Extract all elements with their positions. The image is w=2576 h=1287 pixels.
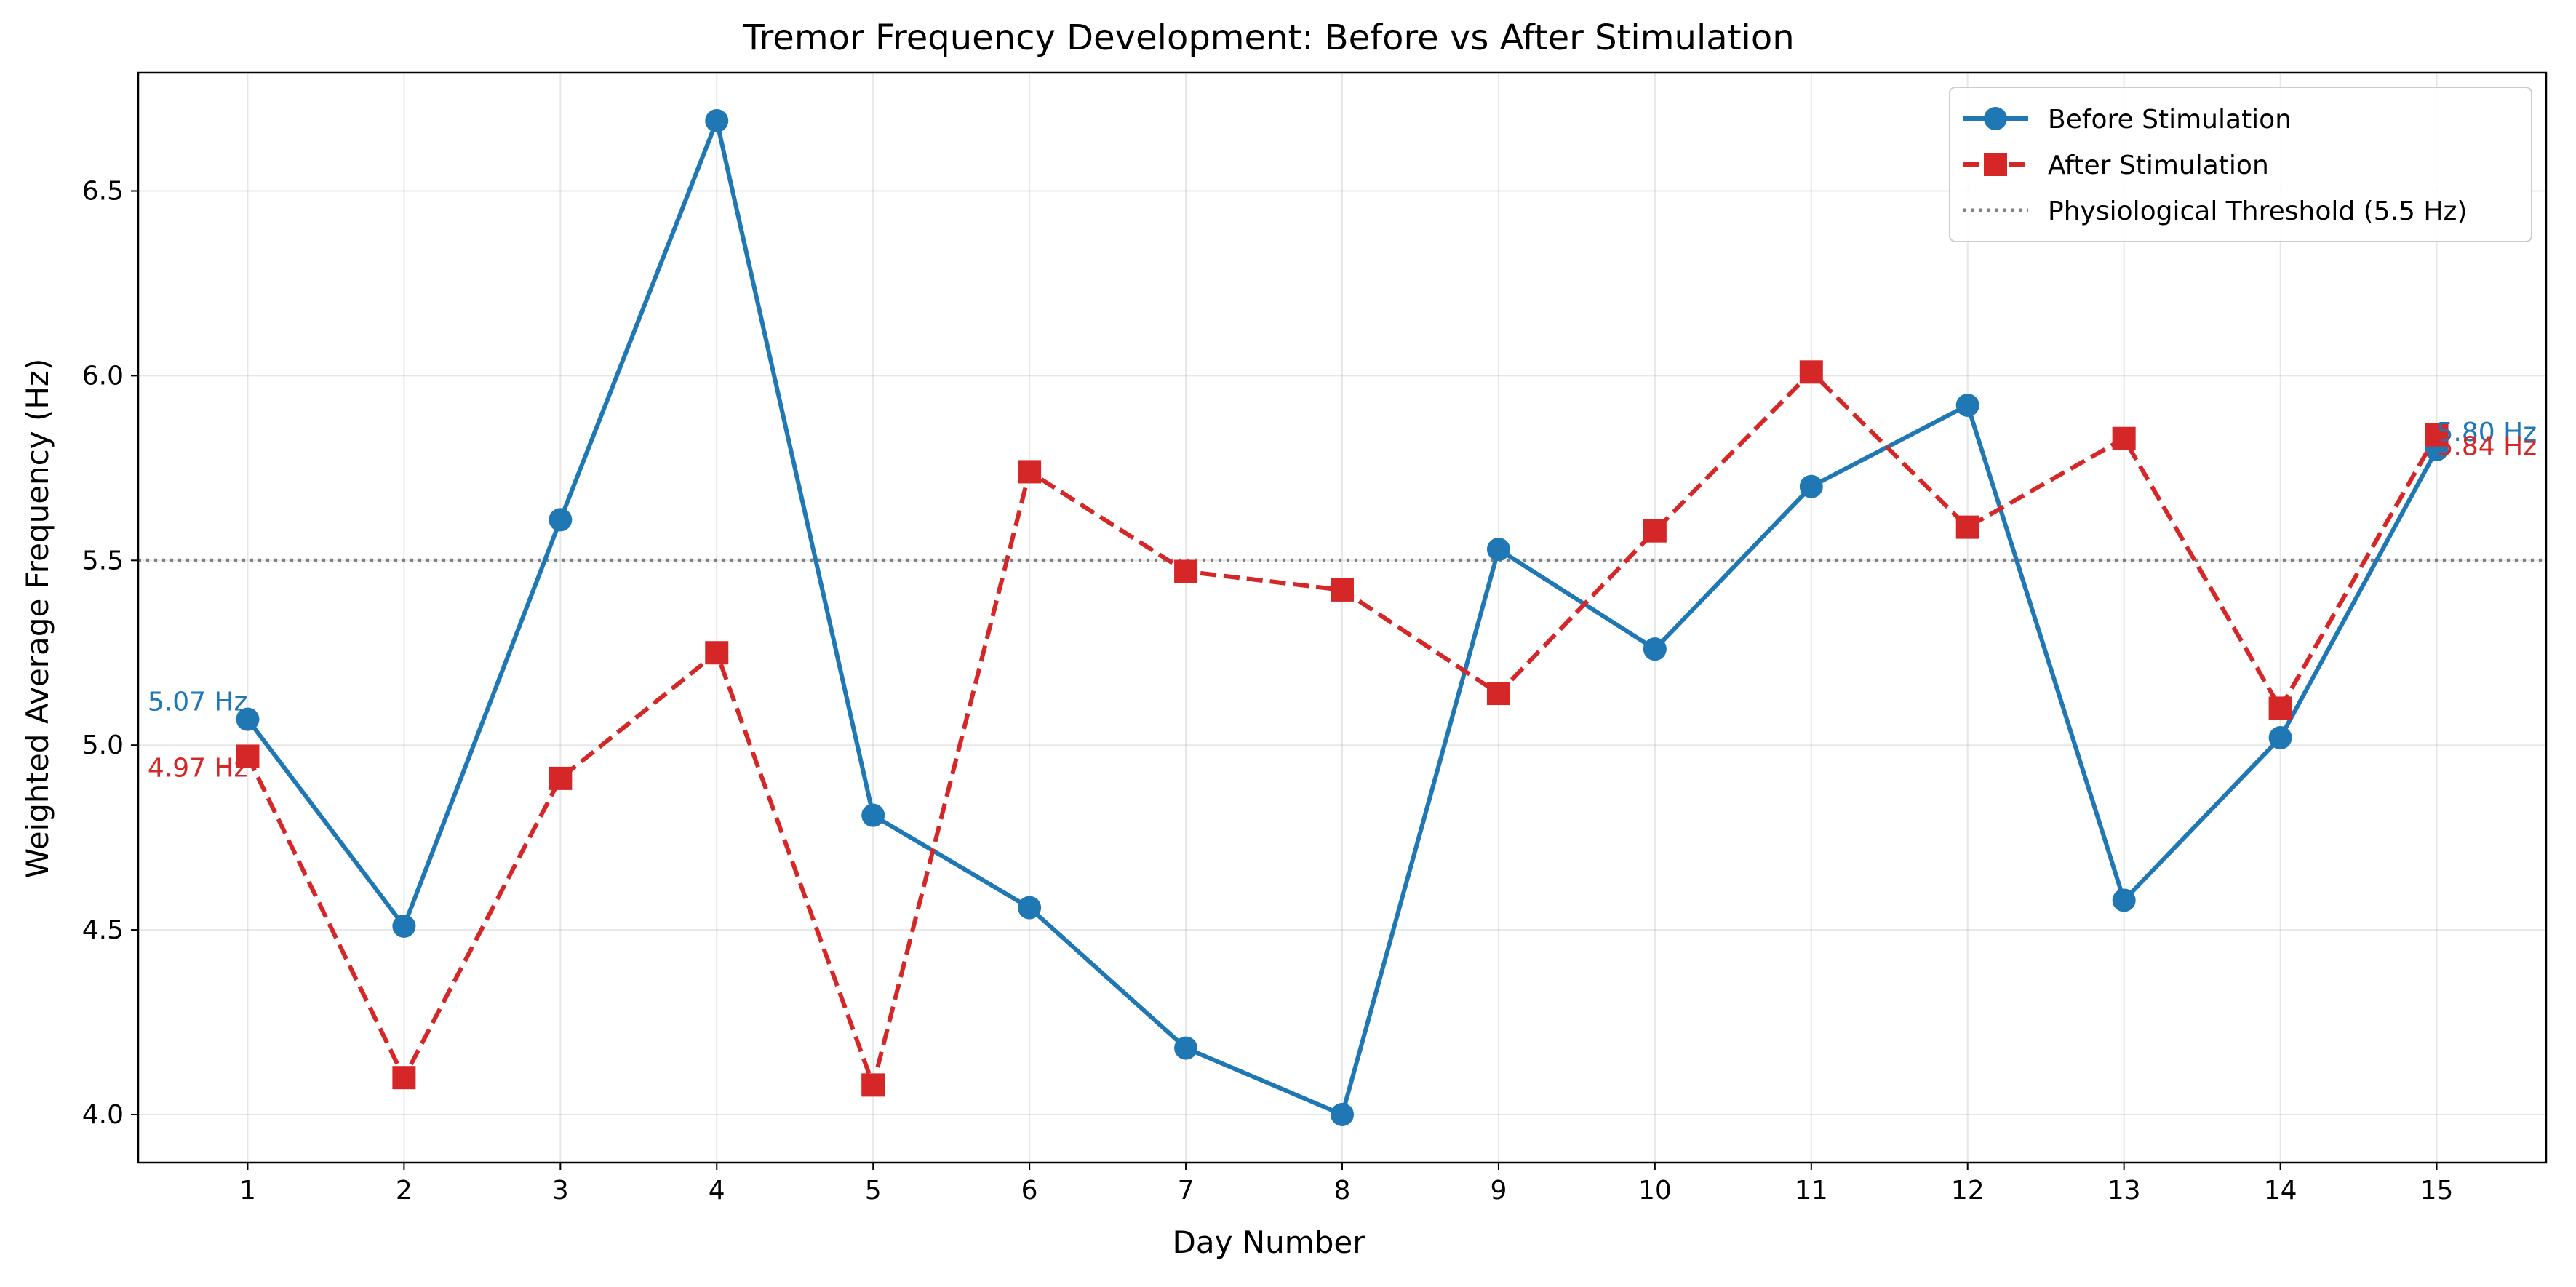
data-point <box>2425 423 2449 447</box>
data-point <box>236 744 260 768</box>
y-axis-label: Weighted Average Frequency (Hz) <box>20 359 55 879</box>
series-1 <box>236 109 2449 1126</box>
legend-label: Physiological Threshold (5.5 Hz) <box>2048 196 2467 226</box>
data-point <box>392 915 416 939</box>
x-axis-label: Day Number <box>1172 1224 1365 1260</box>
legend-swatch-marker <box>1984 107 2007 130</box>
y-tick-label: 5.5 <box>82 546 124 575</box>
data-point <box>392 1066 416 1090</box>
data-point <box>1018 896 1042 920</box>
data-label: 5.07 Hz <box>148 688 248 717</box>
x-tick-label: 2 <box>396 1176 412 1206</box>
legend-items: Before Stimulation After Stimulation Physi… <box>1963 105 2467 226</box>
data-point <box>1643 637 1667 661</box>
x-tick-label: 9 <box>1490 1176 1507 1206</box>
data-point <box>1799 360 1823 384</box>
data-point <box>1174 1036 1198 1060</box>
x-tick-label: 3 <box>552 1176 569 1206</box>
legend-item: After Stimulation <box>1963 151 2269 180</box>
data-point <box>861 1073 885 1097</box>
x-tick-label: 6 <box>1021 1176 1038 1206</box>
data-point <box>1331 1102 1354 1126</box>
data-label: 4.97 Hz <box>148 753 248 783</box>
data-point <box>1955 394 1979 418</box>
y-tick-label: 6.0 <box>82 361 124 391</box>
data-point <box>236 707 260 731</box>
x-tick-label: 5 <box>865 1176 882 1206</box>
legend-label: After Stimulation <box>2048 151 2269 180</box>
data-point <box>1174 559 1198 583</box>
x-tick-label: 15 <box>2420 1176 2454 1206</box>
x-tick-label: 14 <box>2264 1176 2297 1206</box>
data-label: 5.84 Hz <box>2437 432 2537 462</box>
y-tick-label: 5.0 <box>82 730 124 760</box>
data-point <box>1799 474 1823 498</box>
legend-item: Before Stimulation <box>1963 105 2292 135</box>
legend: Before Stimulation After Stimulation Physi… <box>1949 87 2532 242</box>
y-tick-label: 4.5 <box>82 915 124 945</box>
data-point <box>1331 578 1354 602</box>
series-2 <box>236 360 2449 1097</box>
data-point <box>2112 888 2136 912</box>
x-tick-label: 12 <box>1951 1176 1985 1206</box>
y-tick-label: 6.5 <box>82 176 124 206</box>
legend-swatch-marker <box>1984 153 2007 176</box>
data-point <box>2268 696 2292 720</box>
data-point <box>549 508 573 532</box>
chart-title: Tremor Frequency Development: Before vs … <box>742 17 1794 58</box>
data-point <box>705 641 729 665</box>
data-point <box>1486 682 1510 706</box>
data-point <box>549 766 573 790</box>
data-point <box>1955 515 1979 539</box>
data-point <box>861 803 885 827</box>
grid <box>138 73 2546 1163</box>
data-label: 5.80 Hz <box>2437 418 2537 447</box>
legend-label: Before Stimulation <box>2048 105 2292 135</box>
data-point <box>1643 519 1667 543</box>
x-tick-label: 8 <box>1334 1176 1351 1206</box>
data-point <box>1486 538 1510 562</box>
x-tick-label: 7 <box>1178 1176 1195 1206</box>
x-tick-label: 10 <box>1638 1176 1672 1206</box>
data-point <box>1018 460 1042 484</box>
x-tick-label: 11 <box>1795 1176 1828 1206</box>
data-point <box>2268 726 2292 750</box>
x-tick-label: 4 <box>709 1176 725 1206</box>
x-tick-label: 1 <box>239 1176 256 1206</box>
data-point <box>2112 426 2136 450</box>
legend-box <box>1949 87 2532 242</box>
series-layer <box>236 109 2449 1126</box>
y-tick-label: 4.0 <box>82 1100 124 1130</box>
annotation-layer: 5.07 Hz 4.97 Hz 5.80 Hz5.84 Hz <box>148 418 2537 783</box>
data-point <box>705 109 729 133</box>
legend-item: Physiological Threshold (5.5 Hz) <box>1963 196 2467 226</box>
x-tick-label: 13 <box>2108 1176 2141 1206</box>
axis-ticks: 1 2 3 4 5 6 7 8 9 10 11 12 13 14 154.04.55.05.56.06.5 <box>82 176 2454 1206</box>
